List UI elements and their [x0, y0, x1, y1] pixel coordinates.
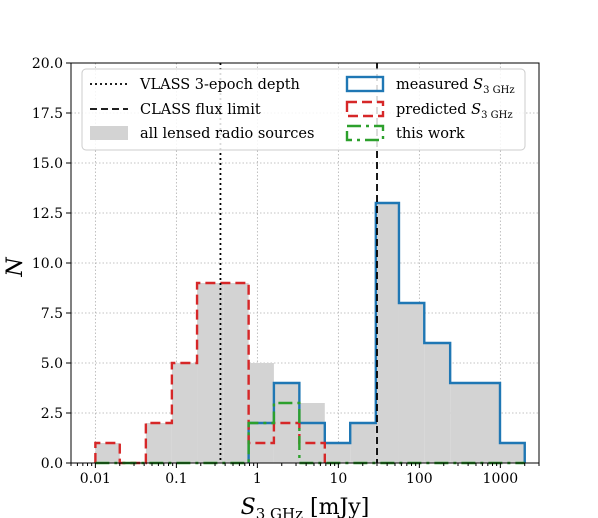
y-tick-label: 2.5 — [41, 406, 63, 422]
x-tick-label: 1000 — [483, 471, 519, 487]
legend-handle-step — [345, 100, 385, 118]
y-axis-label: N — [3, 257, 28, 278]
x-tick-label: 1 — [253, 471, 262, 487]
bar-all-lensed — [450, 383, 501, 463]
y-tick-label: 20.0 — [32, 56, 63, 72]
y-tick-label: 10.0 — [32, 256, 63, 272]
bar-all-lensed — [424, 343, 451, 463]
legend-box — [81, 68, 526, 151]
x-axis-label: S3 GHz [mJy] — [241, 495, 370, 518]
y-tick-label: 17.5 — [32, 106, 63, 122]
legend-label: measured S3 GHz — [396, 77, 515, 96]
bar-all-lensed — [248, 363, 274, 463]
bar-all-lensed — [324, 443, 351, 463]
filled-histogram — [95, 203, 525, 463]
legend-handle-filled — [90, 126, 128, 140]
bar-all-lensed — [398, 303, 425, 463]
y-tick-label: 5.0 — [41, 356, 63, 372]
axis-ticks — [66, 62, 540, 468]
legend-label: CLASS flux limit — [140, 102, 261, 118]
bar-all-lensed — [145, 423, 172, 463]
x-tick-label: 0.1 — [165, 471, 187, 487]
legend: VLASS 3-epoch depth CLASS flux limit all l… — [81, 68, 526, 151]
axis-labels: 0.01 0.1 1 10 100 1000 0.0 2.5 5.0 7.5 10.0 12.5 15.… — [3, 56, 518, 518]
bar-all-lensed — [350, 423, 376, 463]
bar-all-lensed — [171, 363, 198, 463]
legend-label: predicted S3 GHz — [396, 102, 513, 121]
bar-all-lensed — [197, 283, 224, 463]
legend-handle-step — [345, 75, 385, 93]
y-tick-label: 7.5 — [41, 306, 63, 322]
legend-label: VLASS 3-epoch depth — [139, 77, 300, 93]
bar-all-lensed — [299, 403, 325, 463]
bar-all-lensed — [223, 283, 249, 463]
step-series-1 — [247, 201, 526, 463]
y-tick-label: 15.0 — [32, 156, 63, 172]
legend-label: all lensed radio sources — [140, 126, 314, 142]
y-tick-label: 12.5 — [32, 206, 63, 222]
bar-all-lensed — [95, 443, 120, 463]
x-tick-label: 0.01 — [80, 471, 111, 487]
x-tick-label: 100 — [406, 471, 433, 487]
x-tick-label: 10 — [329, 471, 347, 487]
legend-label: this work — [396, 126, 465, 142]
bar-all-lensed — [375, 203, 399, 463]
bar-all-lensed — [500, 443, 525, 463]
legend-handle-step — [345, 124, 385, 142]
y-tick-label: 0.0 — [41, 456, 63, 472]
